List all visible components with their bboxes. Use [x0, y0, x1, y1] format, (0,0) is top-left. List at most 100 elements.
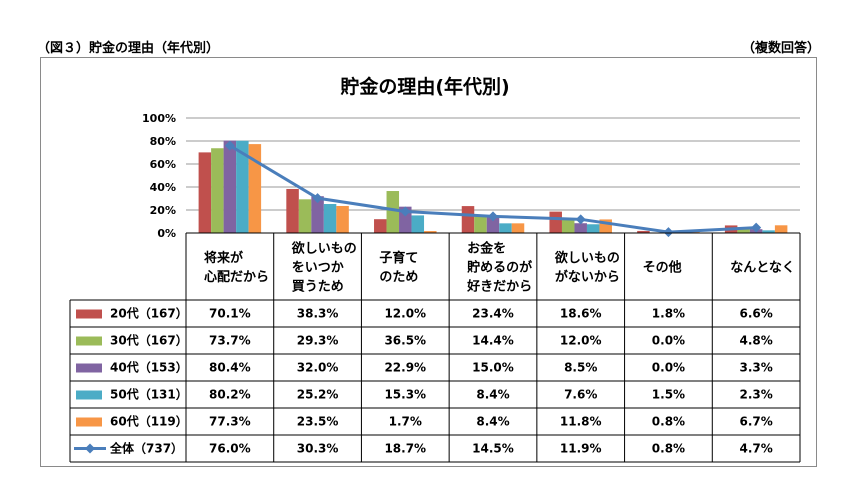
- bar: [549, 211, 562, 233]
- table-cell-value: 12.0%: [560, 334, 602, 348]
- table-cell-value: 70.1%: [209, 307, 251, 321]
- category-label: 欲しいもの: [291, 241, 357, 257]
- bar: [499, 223, 512, 233]
- bar: [637, 230, 650, 233]
- figure-caption: （図３）貯金の理由（年代別）: [37, 41, 220, 56]
- category-label: 貯めるのが: [467, 260, 532, 276]
- bar: [298, 199, 312, 233]
- table-cell-value: 6.6%: [740, 307, 773, 321]
- table-cell-value: 4.7%: [740, 442, 773, 456]
- table-cell-value: 30.3%: [297, 442, 339, 456]
- bar: [762, 230, 775, 233]
- y-tick-label: 40%: [150, 181, 176, 194]
- total-marker: [663, 227, 674, 238]
- legend-swatch: [76, 336, 102, 346]
- bar: [511, 223, 525, 233]
- table-cell-value: 22.9%: [384, 361, 426, 375]
- table-cell-value: 77.3%: [209, 415, 251, 429]
- bar: [323, 204, 337, 233]
- bar: [223, 140, 237, 233]
- legend-swatch: [76, 390, 102, 400]
- category-label: 買うため: [292, 280, 344, 295]
- total-marker: [224, 140, 235, 151]
- table-cell-value: 73.7%: [209, 334, 251, 348]
- table-cell-value: 11.9%: [560, 442, 602, 456]
- category-label: 将来が: [204, 250, 243, 266]
- bar: [386, 191, 400, 233]
- table-cell-value: 36.5%: [384, 334, 426, 348]
- bar: [774, 225, 788, 233]
- legend-swatch: [76, 363, 102, 373]
- table-cell-value: 23.4%: [472, 307, 514, 321]
- legend-label: 30代（167）: [110, 333, 188, 348]
- category-label: がないから: [555, 269, 620, 285]
- category-label: なんとなく: [730, 261, 795, 276]
- bar: [236, 140, 249, 233]
- bar: [336, 205, 349, 233]
- category-label: お金を: [467, 241, 506, 257]
- legend-swatch: [76, 417, 102, 427]
- category-label: のため: [379, 270, 418, 285]
- table-cell-value: 0.8%: [652, 442, 685, 456]
- bar: [211, 148, 224, 233]
- table-cell-value: 29.3%: [297, 334, 339, 348]
- table-cell-value: 15.3%: [384, 388, 426, 402]
- bar: [737, 227, 750, 233]
- bar: [374, 219, 387, 233]
- table-cell-value: 76.0%: [209, 442, 251, 456]
- table-cell-value: 11.8%: [560, 415, 602, 429]
- category-label: 心配だから: [204, 270, 269, 285]
- table-cell-value: 14.5%: [472, 442, 514, 456]
- legend-label: 全体（737）: [109, 441, 183, 456]
- table-cell-value: 32.0%: [297, 361, 339, 375]
- table-cell-value: 7.6%: [564, 388, 597, 402]
- table-cell-value: 3.3%: [740, 361, 773, 375]
- bar: [424, 231, 437, 233]
- bar: [461, 206, 475, 233]
- bar: [586, 224, 600, 233]
- category-label: 子育て: [379, 250, 418, 266]
- legend-label: 50代（131）: [110, 387, 188, 402]
- legend-label: 60代（119）: [110, 414, 188, 429]
- bar: [411, 215, 425, 233]
- legend-label: 40代（153）: [110, 360, 188, 375]
- total-marker: [400, 206, 411, 217]
- table-cell-value: 8.4%: [476, 388, 509, 402]
- bar: [561, 219, 575, 233]
- legend-swatch: [85, 443, 95, 454]
- total-marker: [312, 193, 323, 204]
- total-marker: [575, 214, 586, 225]
- table-cell-value: 80.2%: [209, 388, 251, 402]
- y-tick-label: 20%: [150, 204, 176, 217]
- table-cell-value: 18.7%: [384, 442, 426, 456]
- table-cell-value: 2.3%: [740, 388, 773, 402]
- table-cell-value: 1.8%: [652, 307, 685, 321]
- table-cell-value: 25.2%: [297, 388, 339, 402]
- table-cell-value: 15.0%: [472, 361, 514, 375]
- table-cell-value: 8.5%: [564, 361, 597, 375]
- y-tick-label: 100%: [142, 112, 176, 125]
- table-cell-value: 6.7%: [740, 415, 773, 429]
- table-cell-value: 18.6%: [560, 307, 602, 321]
- table-cell-value: 12.0%: [384, 307, 426, 321]
- y-tick-label: 80%: [150, 135, 176, 148]
- table-cell-value: 23.5%: [297, 415, 339, 429]
- bar: [248, 144, 262, 233]
- bar: [198, 152, 212, 233]
- category-label: をいつか: [292, 261, 344, 276]
- table-cell-value: 80.4%: [209, 361, 251, 375]
- bar: [574, 223, 587, 233]
- response-type-note: （複数回答）: [741, 41, 820, 56]
- bar: [311, 196, 324, 233]
- legend-swatch: [76, 309, 102, 319]
- table-cell-value: 38.3%: [297, 307, 339, 321]
- legend-label: 20代（167）: [110, 306, 188, 321]
- y-tick-label: 60%: [150, 158, 176, 171]
- bar: [486, 215, 500, 233]
- total-marker: [488, 211, 498, 222]
- table-cell-value: 14.4%: [472, 334, 514, 348]
- table-cell-value: 0.8%: [652, 415, 685, 429]
- category-label: 好きだから: [466, 279, 532, 295]
- table-cell-value: 0.0%: [652, 361, 685, 375]
